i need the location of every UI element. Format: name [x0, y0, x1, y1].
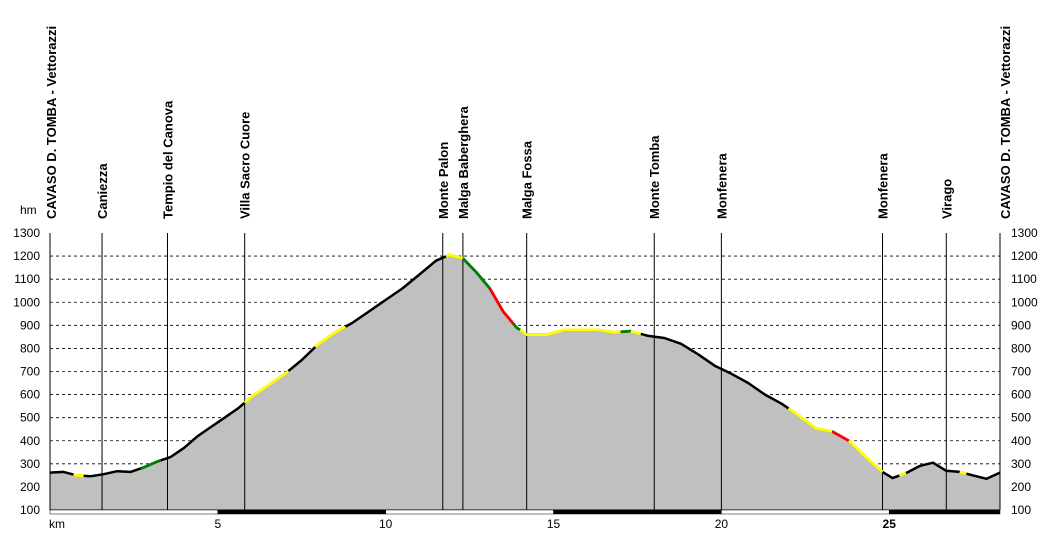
km-scale-bar — [721, 509, 890, 515]
grade-segment-hard — [831, 430, 850, 443]
x-tick-label: 15 — [547, 517, 561, 531]
axes: 100 100 200 200 300 300 400 400 500 500 600 600 700 7… — [13, 226, 1038, 531]
grade-segment-medium — [512, 322, 521, 332]
y-tick-label-left: 200 — [20, 480, 40, 494]
waypoint-label: Malga Fossa — [520, 140, 535, 219]
y-tick-label-right: 900 — [1011, 318, 1031, 332]
y-tick-label-right: 1100 — [1011, 272, 1037, 286]
waypoint-label: Caniezza — [95, 163, 110, 219]
y-tick-label-left: 1000 — [13, 295, 40, 309]
waypoint-label: CAVASO D. TOMBA - Vettorazzi — [44, 26, 59, 219]
y-tick-label-left: 1200 — [13, 249, 40, 263]
waypoint-label: CAVASO D. TOMBA - Vettorazzi — [998, 26, 1013, 219]
grade-segment-medium — [461, 257, 491, 290]
waypoint-label: Malga Baberghera — [456, 106, 471, 219]
grade-segment-easy — [898, 471, 907, 477]
grade-segment-easy — [314, 325, 347, 349]
y-tick-label-left: 600 — [20, 388, 40, 402]
y-axis-unit-label: hm — [20, 203, 37, 217]
y-tick-label-left: 300 — [20, 457, 40, 471]
y-tick-label-right: 200 — [1011, 480, 1031, 494]
y-tick-label-left: 900 — [20, 318, 40, 332]
waypoint-label: Monfenera — [876, 153, 891, 220]
x-tick-label: 25 — [883, 517, 897, 531]
waypoint-label: Monte Tomba — [647, 135, 662, 219]
y-tick-label-right: 700 — [1011, 365, 1031, 379]
grade-segment-easy — [959, 470, 967, 475]
waypoint-label: Monfenera — [714, 153, 729, 220]
y-tick-label-right: 100 — [1011, 503, 1031, 517]
x-tick-label: 20 — [715, 517, 729, 531]
grade-segment-easy — [519, 328, 621, 336]
grade-segment-easy — [73, 473, 84, 478]
grade-segment-easy — [847, 439, 884, 473]
profile-line-group — [49, 253, 1001, 481]
grade-segment-medium — [620, 329, 631, 334]
profile-area-group — [50, 254, 1000, 510]
y-tick-label-left: 100 — [20, 503, 40, 517]
km-scale-bar — [217, 509, 386, 515]
y-tick-label-right: 1300 — [1011, 226, 1038, 240]
profile-area — [50, 254, 1000, 510]
x-axis-unit-label: km — [49, 517, 65, 531]
y-tick-label-left: 500 — [20, 411, 40, 425]
grade-segment-medium — [140, 459, 162, 470]
y-tick-label-right: 1000 — [1011, 295, 1038, 309]
x-tick-label: 5 — [215, 517, 222, 531]
grade-segment-easy — [630, 329, 642, 336]
x-tick-label: 10 — [379, 517, 393, 531]
grade-segment-easy — [243, 369, 290, 404]
km-scale-bar — [888, 509, 1001, 515]
y-tick-label-right: 500 — [1011, 411, 1031, 425]
y-tick-label-right: 800 — [1011, 341, 1031, 355]
y-tick-label-right: 1200 — [1011, 249, 1038, 263]
y-tick-label-right: 400 — [1011, 434, 1031, 448]
km-scale-bar — [385, 509, 554, 515]
waypoint-label: Tempio del Canova — [160, 100, 175, 219]
waypoint-labels: CAVASO D. TOMBA - Vettorazzi Caniezza Temp… — [44, 26, 1013, 219]
waypoint-label: Virago — [939, 179, 954, 219]
y-tick-label-left: 700 — [20, 365, 40, 379]
waypoint-label: Monte Palon — [436, 142, 451, 219]
y-tick-label-right: 300 — [1011, 457, 1031, 471]
y-tick-label-left: 1100 — [14, 272, 40, 286]
y-tick-label-left: 400 — [20, 434, 40, 448]
y-tick-label-left: 800 — [20, 341, 40, 355]
y-tick-label-left: 1300 — [13, 226, 40, 240]
km-scale-bar — [553, 509, 722, 515]
waypoint-markers — [49, 233, 1001, 510]
grade-segment-hard — [488, 287, 515, 325]
y-tick-label-right: 600 — [1011, 388, 1031, 402]
km-scale-bar — [49, 509, 219, 515]
waypoint-label: Villa Sacro Cuore — [238, 112, 253, 219]
grade-segment-easy — [445, 253, 464, 260]
grade-segment-easy — [787, 407, 833, 433]
